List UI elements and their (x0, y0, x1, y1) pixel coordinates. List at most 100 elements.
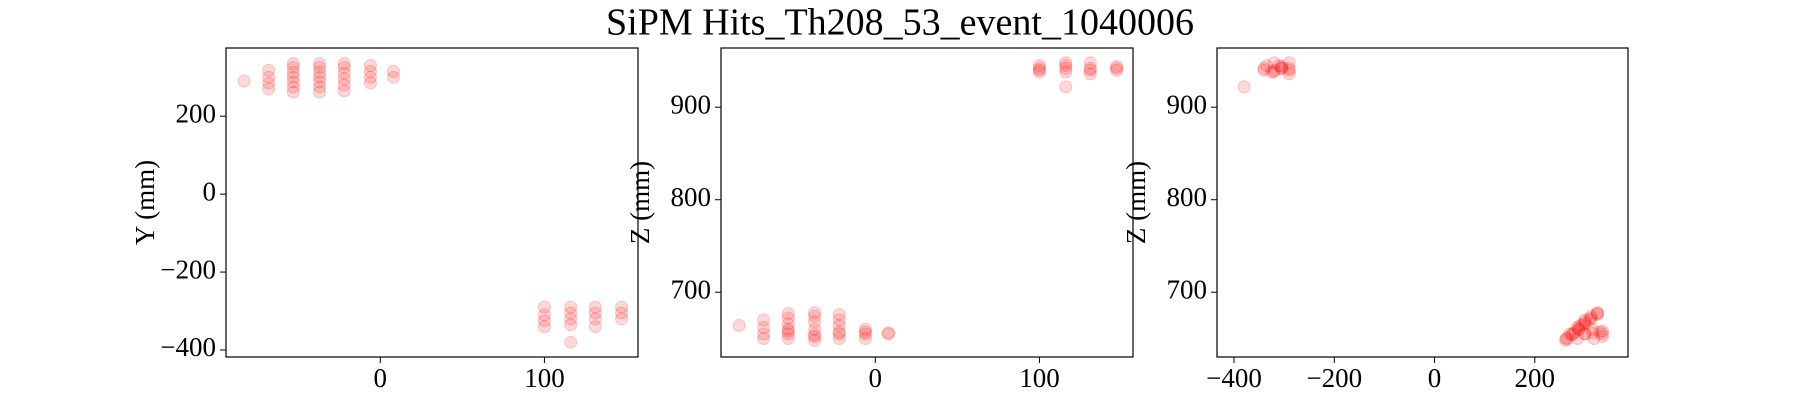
hit-point (808, 322, 822, 336)
hit-point (808, 328, 822, 342)
hit-point (286, 75, 300, 89)
hit-point (363, 70, 377, 84)
hit-point (1590, 307, 1604, 321)
y-tick-label: 900 (671, 89, 712, 119)
hit-point (781, 322, 795, 336)
x-tick-label: −200 (1306, 363, 1362, 393)
hit-point (1587, 331, 1601, 345)
x-tick-label: 100 (524, 363, 565, 393)
hit-point (262, 70, 276, 84)
axes-frame (720, 47, 1134, 358)
x-tick-label: 0 (374, 363, 388, 393)
hit-point (286, 70, 300, 84)
hit-point (1578, 313, 1592, 327)
hit-point (732, 319, 746, 333)
hit-point (1593, 325, 1607, 339)
hit-point (1032, 63, 1046, 77)
x-tick-label: 0 (1428, 363, 1442, 393)
hit-point (1595, 324, 1609, 338)
hit-point (1282, 61, 1296, 75)
hit-point (1573, 319, 1587, 333)
hit-point (537, 320, 551, 334)
y-tick-label: 900 (1167, 89, 1208, 119)
hit-point (1059, 59, 1073, 73)
hit-point (1570, 331, 1584, 345)
hit-point (1590, 306, 1604, 320)
hit-point (1585, 322, 1599, 336)
hit-point (832, 331, 846, 345)
hit-point (881, 326, 895, 340)
hit-point (881, 327, 895, 341)
hit-point (337, 66, 351, 80)
hit-point (313, 80, 327, 94)
subplot: −400 −200 0 200 700 800 900 Z (mm) (1121, 47, 1629, 393)
hit-point (781, 311, 795, 325)
hit-point (237, 74, 251, 88)
hit-point (1257, 61, 1271, 75)
hit-point (1267, 56, 1281, 70)
hit-point (286, 80, 300, 94)
hit-point (286, 60, 300, 74)
hit-point (1059, 65, 1073, 79)
hit-point (858, 327, 872, 341)
hit-point (1583, 313, 1597, 327)
hit-point (386, 64, 400, 78)
hit-point (808, 330, 822, 344)
hit-point (363, 76, 377, 90)
hit-point (1572, 322, 1586, 336)
hit-point (858, 331, 872, 345)
hit-point (286, 85, 300, 99)
hit-point (1275, 61, 1289, 75)
hit-point (1032, 59, 1046, 73)
hit-point (588, 300, 602, 314)
hit-point (832, 327, 846, 341)
y-axis-label: Z (mm) (625, 161, 655, 244)
hit-point (1059, 80, 1073, 94)
hit-point (858, 322, 872, 336)
hit-point (1059, 61, 1073, 75)
hit-point (337, 57, 351, 71)
hit-point (1059, 56, 1073, 70)
hit-point (313, 60, 327, 74)
hit-point (564, 335, 578, 349)
hit-point (615, 306, 629, 320)
hit-point (588, 306, 602, 320)
hit-point (1083, 61, 1097, 75)
hit-point (781, 331, 795, 345)
y-tick-label: −400 (160, 332, 216, 362)
hit-point (832, 307, 846, 321)
hit-point (757, 331, 771, 345)
hit-point (313, 85, 327, 99)
x-tick-label: −400 (1206, 363, 1262, 393)
hit-point (1267, 65, 1281, 79)
hit-point (337, 60, 351, 74)
hit-point (1282, 63, 1296, 77)
hit-point (564, 312, 578, 326)
hit-point (1032, 65, 1046, 79)
hit-point (537, 308, 551, 322)
hit-point (1265, 65, 1279, 79)
hit-point (858, 325, 872, 339)
hit-point (1595, 327, 1609, 341)
hit-point (757, 327, 771, 341)
hit-point (1575, 319, 1589, 333)
hit-point (313, 75, 327, 89)
hit-point (808, 333, 822, 347)
hit-point (832, 313, 846, 327)
hit-point (1578, 317, 1592, 331)
y-tick-label: 800 (1167, 182, 1208, 212)
hit-point (262, 76, 276, 90)
hit-point (1282, 56, 1296, 70)
y-axis-label: Y (mm) (130, 160, 160, 245)
hit-point (1595, 330, 1609, 344)
hit-point (832, 319, 846, 333)
hit-point (1578, 327, 1592, 341)
hit-point (588, 320, 602, 334)
hit-point (1590, 307, 1604, 321)
subplot: 0 100 700 800 900 Z (mm) (625, 47, 1134, 393)
hit-point (1559, 331, 1573, 345)
hit-point (1260, 59, 1274, 73)
y-tick-label: 200 (176, 98, 217, 128)
